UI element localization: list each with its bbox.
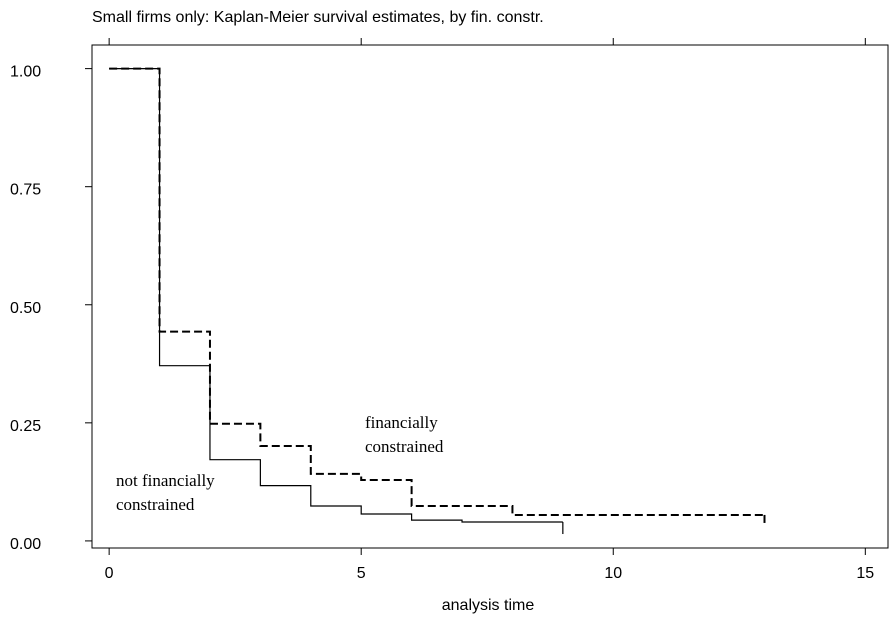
x-tick-label: 15 (856, 565, 874, 582)
x-axis-label: analysis time (442, 597, 535, 614)
x-tick-label: 5 (357, 565, 366, 582)
annotation: constrained (116, 495, 195, 514)
annotation: not financially (116, 471, 215, 490)
x-tick-label: 0 (105, 565, 114, 582)
y-tick-label: 1.00 (10, 64, 41, 81)
x-tick-label: 10 (604, 565, 622, 582)
y-tick-label: 0.00 (10, 536, 41, 553)
y-tick-label: 0.25 (10, 418, 41, 435)
chart-title: Small firms only: Kaplan-Meier survival … (92, 9, 544, 26)
plot-frame (91, 44, 889, 549)
y-tick-label: 0.75 (10, 182, 41, 199)
annotation: constrained (365, 437, 444, 456)
survival-line (109, 67, 765, 516)
y-tick-label: 0.50 (10, 300, 41, 317)
survival-line (109, 68, 563, 523)
annotation: financially (365, 413, 438, 432)
